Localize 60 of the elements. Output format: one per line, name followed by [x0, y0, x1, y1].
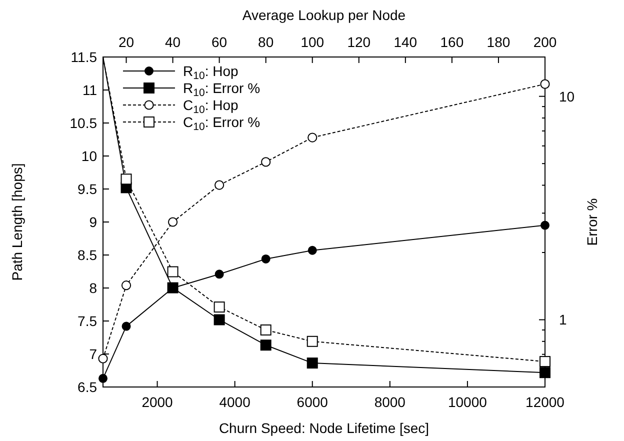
x2-tick-label: 60: [212, 34, 228, 50]
point: [120, 174, 132, 185]
point: [167, 266, 178, 278]
y-tick-label: 11: [82, 82, 98, 98]
point: [306, 358, 318, 369]
x-tick-label: 2000: [142, 394, 174, 410]
point: [261, 157, 271, 167]
x2-tick-label: 180: [486, 34, 510, 50]
point: [308, 246, 317, 255]
point: [540, 79, 550, 89]
x2-tick-label: 80: [258, 34, 274, 50]
point: [121, 280, 132, 290]
x-tick-label: 6000: [296, 394, 328, 410]
y-tick-label: 8: [89, 280, 98, 296]
point: [260, 340, 272, 351]
y-tick-label: 10: [81, 148, 98, 164]
y-tick-label: 11.5: [70, 49, 98, 65]
y-tick-label: 6.5: [78, 379, 98, 395]
point: [540, 367, 550, 378]
point: [214, 302, 225, 313]
x-tick-label: 10000: [448, 394, 488, 410]
x2-tick-label: 140: [394, 34, 418, 50]
x2-tick-label: 40: [165, 34, 181, 50]
legend-label: C$_{10}$: Hop: [183, 97, 238, 116]
y2-tick-label: 10: [559, 88, 575, 104]
point: [306, 336, 318, 347]
legend-label: R$_{10}$: Hop: [183, 63, 238, 82]
x2-axis-title: Average Lookup per Node: [242, 7, 406, 23]
point: [122, 322, 131, 331]
y-tick-label: 7: [89, 346, 98, 362]
legend-label: R$_{10}$: Error %: [183, 80, 260, 100]
point: [214, 270, 224, 279]
legend-label: C$_{10}$: Error %: [183, 114, 260, 134]
x2-tick-label: 100: [300, 34, 324, 50]
x2-tick-label: 200: [533, 34, 557, 50]
x-axis-title: Churn Speed: Node Lifetime [sec]: [218, 420, 430, 436]
point: [308, 132, 318, 142]
point: [214, 180, 224, 190]
point: [540, 220, 550, 230]
point: [540, 356, 550, 368]
y-axis-title: Path Length [hops]: [9, 163, 25, 281]
y-tick-label: 7.5: [78, 313, 98, 329]
point: [260, 324, 272, 336]
y-tick-label: 9: [89, 214, 98, 230]
x2-tick-label: 160: [440, 34, 464, 50]
y-tick-label: 9.5: [78, 181, 98, 197]
point: [261, 254, 270, 264]
point: [98, 354, 108, 364]
x2-tick-label: 20: [118, 34, 134, 50]
x-tick-label: 4000: [219, 394, 251, 410]
point: [214, 314, 225, 326]
y2-axis-title: Error %: [584, 198, 600, 246]
y-tick-label: 8.5: [78, 247, 98, 263]
point: [98, 374, 108, 383]
y-tick-label: 10.5: [70, 115, 98, 131]
x-tick-label: 12000: [526, 394, 565, 410]
x-tick-label: 8000: [374, 394, 406, 410]
point: [168, 217, 178, 227]
x2-tick-label: 120: [347, 34, 371, 50]
y2-tick-label: 1: [559, 312, 567, 328]
